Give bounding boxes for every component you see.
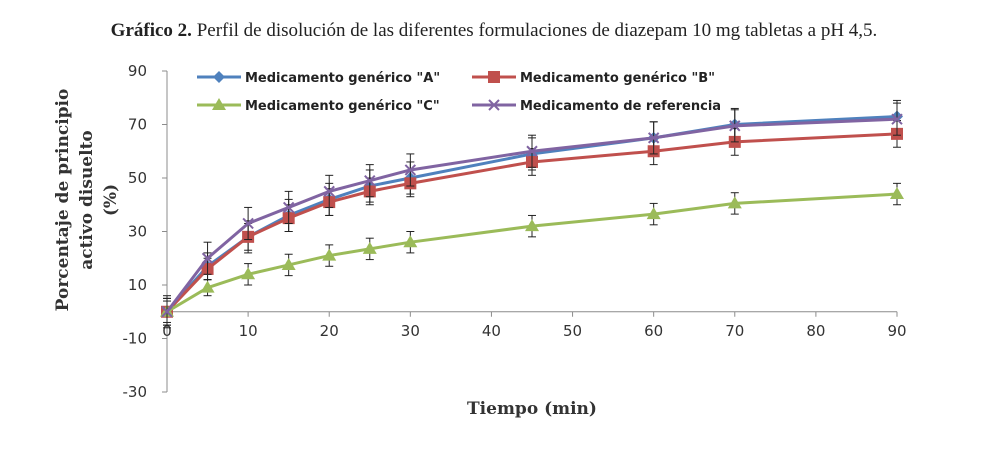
data-point <box>241 267 256 280</box>
x-tick-label: 30 <box>401 322 420 340</box>
data-point <box>322 248 337 261</box>
legend-marker <box>212 98 226 110</box>
data-point <box>727 196 742 209</box>
data-point <box>242 217 254 230</box>
legend-item: Medicamento genérico "B" <box>472 71 715 86</box>
x-tick-label: 20 <box>320 322 339 340</box>
y-tick-label: 30 <box>128 223 147 241</box>
x-tick-label: 10 <box>239 322 258 340</box>
data-point <box>200 280 215 293</box>
x-tick-label: 90 <box>887 322 906 340</box>
y-tick-label: 10 <box>128 276 147 294</box>
data-point <box>646 207 661 220</box>
x-tick-label: 40 <box>482 322 501 340</box>
data-point <box>161 306 173 318</box>
legend-label: Medicamento genérico "C" <box>245 99 440 114</box>
y-tick-label: -30 <box>123 383 148 401</box>
legend-label: Medicamento genérico "A" <box>245 71 440 86</box>
data-point <box>403 235 418 248</box>
series-3 <box>160 182 904 323</box>
y-tick-label: -10 <box>123 330 148 348</box>
legend-marker <box>213 71 225 83</box>
legend-label: Medicamento de referencia <box>520 99 721 114</box>
data-point <box>647 132 660 144</box>
data-point <box>362 241 377 254</box>
y-axis-title-line-1: Porcentaje de principio <box>53 89 73 312</box>
legend-item: Medicamento genérico "A" <box>197 71 440 86</box>
legend-marker <box>488 99 500 111</box>
y-tick-label: 90 <box>128 62 147 80</box>
data-point <box>526 145 538 157</box>
legend-label: Medicamento genérico "B" <box>520 71 715 86</box>
x-tick-label: 80 <box>806 322 825 340</box>
data-point <box>891 113 903 125</box>
y-axis-title-line-3: (%) <box>101 184 121 216</box>
caption-prefix: Gráfico 2. <box>110 20 192 41</box>
axes: -30 -10 10 30 50 70 90 0 10 20 30 40 50 60 70 80 90 <box>123 62 907 401</box>
series-4 <box>161 102 903 329</box>
caption-text: Perfil de disolución de las diferentes f… <box>196 20 878 41</box>
legend-marker <box>488 71 500 83</box>
legend-item: Medicamento de referencia <box>472 99 721 114</box>
data-point <box>201 252 214 264</box>
data-point <box>729 120 741 132</box>
figure-caption: Gráfico 2. Perfil de disolución de las d… <box>0 20 988 42</box>
data-point <box>323 185 335 198</box>
x-tick-label: 70 <box>725 322 744 340</box>
x-tick-label: 0 <box>162 322 172 340</box>
data-point <box>364 174 376 187</box>
data-point <box>404 164 417 176</box>
x-axis-title: Tiempo (min) <box>467 399 597 419</box>
y-tick-label: 50 <box>128 169 147 187</box>
legend: Medicamento genérico "A" Medicamento gené… <box>197 71 721 114</box>
y-axis-title: Porcentaje de principio activo disuelto … <box>53 89 121 312</box>
x-tick-label: 60 <box>644 322 663 340</box>
y-axis-title-line-2: activo disuelto <box>77 130 97 270</box>
data-point <box>525 219 539 232</box>
x-tick-label: 50 <box>563 322 582 340</box>
data-point <box>281 257 296 270</box>
series-layer <box>160 99 904 329</box>
data-point <box>890 187 904 200</box>
y-tick-label: 70 <box>128 116 147 134</box>
data-point <box>282 201 295 214</box>
legend-item: Medicamento genérico "C" <box>197 98 440 114</box>
